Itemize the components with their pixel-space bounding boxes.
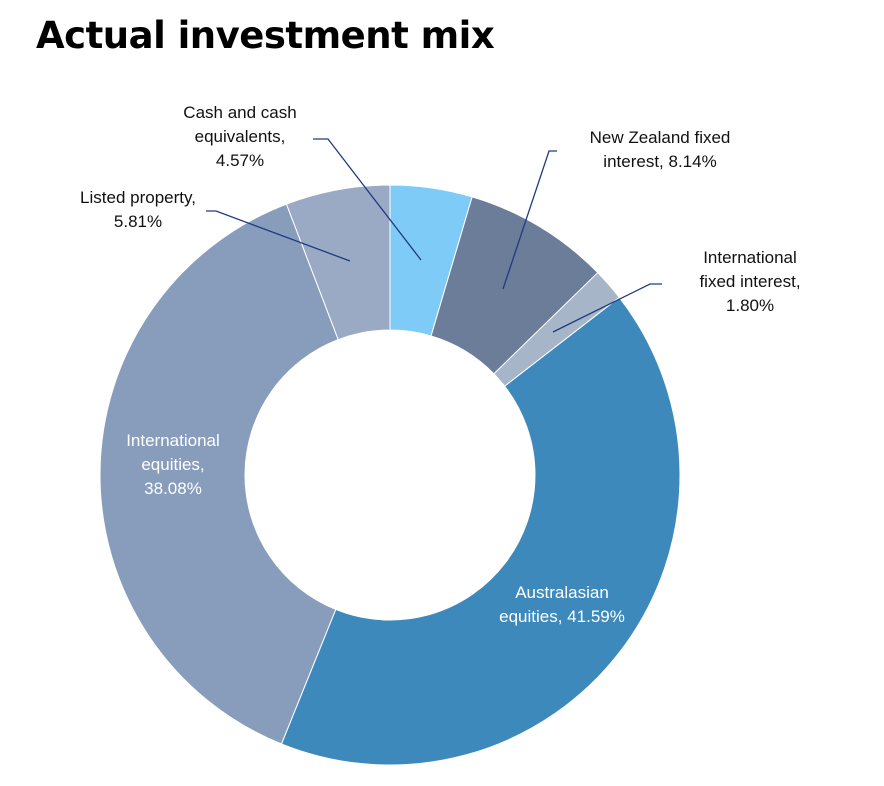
data-label-line: Cash and cash (183, 103, 296, 122)
data-label-line: Listed property, (80, 188, 196, 207)
data-label-line: 38.08% (144, 479, 202, 498)
leader-line-new-zealand-fixed-interest (502, 150, 557, 290)
data-label-line: 4.57% (216, 151, 264, 170)
data-label-australasian-equities: Australasian equities, 41.59% (499, 583, 625, 626)
data-label-international-equities: International equities, 38.08% (126, 431, 220, 498)
leader-line-cash-and-cash-equivalents (313, 138, 422, 261)
data-label-line: fixed interest, (699, 272, 800, 291)
leader-line-listed-property (206, 210, 351, 262)
data-label-line: International (703, 248, 797, 267)
slice-labels: Cash and cash equivalents, 4.57% New Zealan… (80, 103, 801, 626)
leader-lines (206, 138, 662, 333)
data-label-line: Australasian (515, 583, 609, 602)
data-label-line: 5.81% (114, 212, 162, 231)
chart-title: Actual investment mix (36, 14, 495, 57)
data-label-new-zealand-fixed-interest: New Zealand fixed interest, 8.14% (590, 128, 731, 171)
slice-australasian-equities (280, 296, 681, 766)
data-label-line: equivalents, (195, 127, 286, 146)
data-label-line: 1.80% (726, 296, 774, 315)
leader-line-international-fixed-interest (552, 283, 662, 333)
data-label-line: interest, 8.14% (603, 152, 716, 171)
slice-international-equities (99, 203, 339, 745)
data-label-cash-and-cash-equivalents: Cash and cash equivalents, 4.57% (183, 103, 296, 170)
data-label-international-fixed-interest: International fixed interest, 1.80% (699, 248, 800, 315)
data-label-line: equities, (141, 455, 204, 474)
data-label-line: New Zealand fixed (590, 128, 731, 147)
data-label-line: International (126, 431, 220, 450)
data-label-listed-property: Listed property, 5.81% (80, 188, 196, 231)
donut-slices (99, 184, 681, 766)
data-label-line: equities, 41.59% (499, 607, 625, 626)
slice-listed-property (285, 184, 391, 341)
